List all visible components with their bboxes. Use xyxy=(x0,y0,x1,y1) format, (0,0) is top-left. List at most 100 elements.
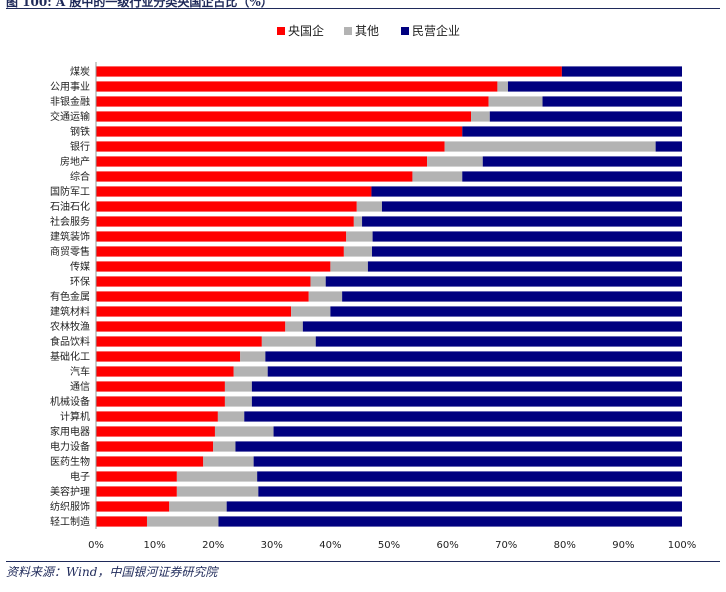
category-label: 有色金属 xyxy=(50,290,90,303)
bar-22-series-2 xyxy=(224,381,252,392)
bar-27-series-1 xyxy=(96,456,204,467)
bar-11-series-2 xyxy=(353,216,363,227)
bar-10-series-1 xyxy=(96,201,357,212)
category-label: 传媒 xyxy=(70,261,90,273)
category-label: 食品饮料 xyxy=(50,335,90,348)
bar-18-series-2 xyxy=(285,321,303,332)
bar-15-series-3 xyxy=(325,276,682,287)
bar-22-series-1 xyxy=(96,381,225,392)
category-label: 国防军工 xyxy=(50,185,90,198)
category-label: 汽车 xyxy=(70,365,90,378)
bar-15-series-1 xyxy=(96,276,311,287)
category-label: 房地产 xyxy=(60,155,90,168)
category-label: 纺织服饰 xyxy=(50,500,90,513)
bar-26-series-1 xyxy=(96,441,214,452)
legend-label-2: 其他 xyxy=(355,24,379,38)
bar-2-series-2 xyxy=(497,81,508,92)
stacked-bar-chart: 央国企 其他 民营企业煤炭公用事业非银金融交通运输钢铁银行房地产综合国防军工石油石化… xyxy=(50,23,697,551)
category-label: 机械设备 xyxy=(50,395,90,408)
legend-swatch-1 xyxy=(277,27,285,35)
bar-24-series-3 xyxy=(244,411,682,422)
bar-12-series-3 xyxy=(372,231,682,242)
bar-13-series-2 xyxy=(343,246,373,257)
bar-24-series-1 xyxy=(96,411,218,422)
source-divider xyxy=(6,561,720,562)
bar-21-series-3 xyxy=(267,366,682,377)
figure-title: 图 100: A 股中的一级行业分类央国企占比（%） xyxy=(6,0,273,9)
category-label: 环保 xyxy=(70,275,90,288)
category-label: 计算机 xyxy=(60,410,90,423)
bar-19-series-3 xyxy=(315,336,682,347)
bar-6-series-3 xyxy=(655,141,682,152)
category-label: 通信 xyxy=(70,381,90,393)
x-tick-label: 0% xyxy=(88,540,104,551)
bar-25-series-1 xyxy=(96,426,215,437)
bar-12-series-2 xyxy=(346,231,373,242)
bar-2-series-3 xyxy=(507,81,682,92)
bar-19-series-1 xyxy=(96,336,262,347)
category-label: 社会服务 xyxy=(50,215,90,228)
x-tick-label: 30% xyxy=(261,540,283,551)
bar-26-series-2 xyxy=(213,441,236,452)
bar-8-series-2 xyxy=(412,171,463,182)
bar-26-series-3 xyxy=(235,441,682,452)
category-label: 电子 xyxy=(70,470,90,483)
bar-9-series-1 xyxy=(96,186,372,197)
bar-27-series-2 xyxy=(203,456,254,467)
source-note: 资料来源：Wind，中国银河证券研究院 xyxy=(6,565,218,579)
x-tick-label: 50% xyxy=(378,540,400,551)
category-label: 轻工制造 xyxy=(50,515,90,528)
bar-25-series-3 xyxy=(273,426,682,437)
bar-20-series-1 xyxy=(96,351,241,362)
category-label: 医药生物 xyxy=(50,455,90,468)
bar-16-series-1 xyxy=(96,291,309,302)
bar-11-series-1 xyxy=(96,216,354,227)
category-label: 钢铁 xyxy=(70,125,90,138)
bar-5-series-3 xyxy=(462,126,682,137)
bar-23-series-2 xyxy=(224,396,252,407)
bar-8-series-1 xyxy=(96,171,413,182)
bar-30-series-1 xyxy=(96,501,170,512)
bar-3-series-1 xyxy=(96,96,489,107)
bar-22-series-3 xyxy=(251,381,682,392)
x-tick-label: 60% xyxy=(436,540,458,551)
bar-30-series-2 xyxy=(169,501,227,512)
category-label: 商贸零售 xyxy=(50,245,90,258)
bar-4-series-3 xyxy=(489,111,682,122)
category-label: 基础化工 xyxy=(50,350,90,363)
bar-17-series-3 xyxy=(330,306,682,317)
bar-1-series-1 xyxy=(96,66,562,77)
bar-28-series-1 xyxy=(96,471,177,482)
bar-9-series-3 xyxy=(371,186,682,197)
bar-3-series-3 xyxy=(542,96,682,107)
bar-11-series-3 xyxy=(362,216,682,227)
bar-30-series-3 xyxy=(226,501,683,512)
bar-10-series-2 xyxy=(356,201,382,212)
bar-3-series-2 xyxy=(488,96,543,107)
bar-14-series-2 xyxy=(330,261,368,272)
bar-4-series-1 xyxy=(96,111,472,122)
bar-14-series-1 xyxy=(96,261,331,272)
bar-17-series-1 xyxy=(96,306,292,317)
x-tick-label: 100% xyxy=(668,540,697,551)
category-label: 银行 xyxy=(70,140,90,153)
bar-5-series-1 xyxy=(96,126,463,137)
bar-25-series-2 xyxy=(214,426,274,437)
bar-17-series-2 xyxy=(291,306,331,317)
bar-15-series-2 xyxy=(310,276,326,287)
bar-1-series-3 xyxy=(561,66,682,77)
bar-24-series-2 xyxy=(217,411,245,422)
bar-7-series-2 xyxy=(427,156,483,167)
legend-label-1: 央国企 xyxy=(288,23,324,38)
bar-16-series-3 xyxy=(342,291,682,302)
category-label: 公用事业 xyxy=(50,80,90,93)
category-label: 美容护理 xyxy=(50,485,90,498)
legend-swatch-2 xyxy=(344,27,352,35)
bar-19-series-2 xyxy=(261,336,316,347)
bar-23-series-1 xyxy=(96,396,225,407)
bar-4-series-2 xyxy=(471,111,490,122)
bar-21-series-1 xyxy=(96,366,234,377)
category-label: 综合 xyxy=(70,170,90,183)
category-label: 交通运输 xyxy=(50,110,90,123)
